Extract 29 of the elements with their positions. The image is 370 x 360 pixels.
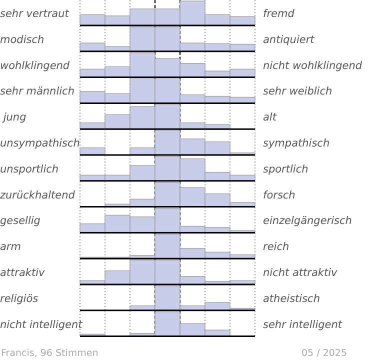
text: Francis, 96 Stimmen [1, 348, 98, 359]
text: wohlklingend [0, 60, 70, 72]
text: unsympathisch [0, 138, 80, 150]
text: sehr vertraut [0, 8, 70, 20]
text: fremd [263, 8, 295, 20]
text: sehr intelligent [263, 318, 343, 331]
text: 05 / 2025 [301, 348, 347, 359]
text: nicht attraktiv [263, 267, 338, 279]
text: unsportlich [0, 163, 59, 176]
text: religiös [0, 292, 39, 305]
text: alt [263, 112, 278, 124]
text: modisch [0, 34, 44, 46]
annotation: nicht intelligent [0, 318, 84, 331]
text: sympathisch [263, 138, 330, 150]
text: arm [0, 241, 21, 254]
text: nicht wohlklingend [263, 60, 362, 72]
bar [80, 147, 106, 155]
text: einzelgängerisch [263, 215, 352, 228]
text: sehr weiblich [263, 86, 332, 98]
text: jung [0, 112, 27, 124]
text: reich [263, 241, 290, 254]
text: gesellig [0, 215, 41, 228]
text: atheistisch [263, 292, 320, 305]
text: sportlich [263, 163, 308, 176]
text: antiquiert [263, 34, 316, 46]
text: sehr männlich [0, 86, 74, 98]
text: forsch [263, 189, 296, 202]
text: zurückhaltend [0, 189, 76, 202]
text: attraktiv [0, 267, 46, 279]
